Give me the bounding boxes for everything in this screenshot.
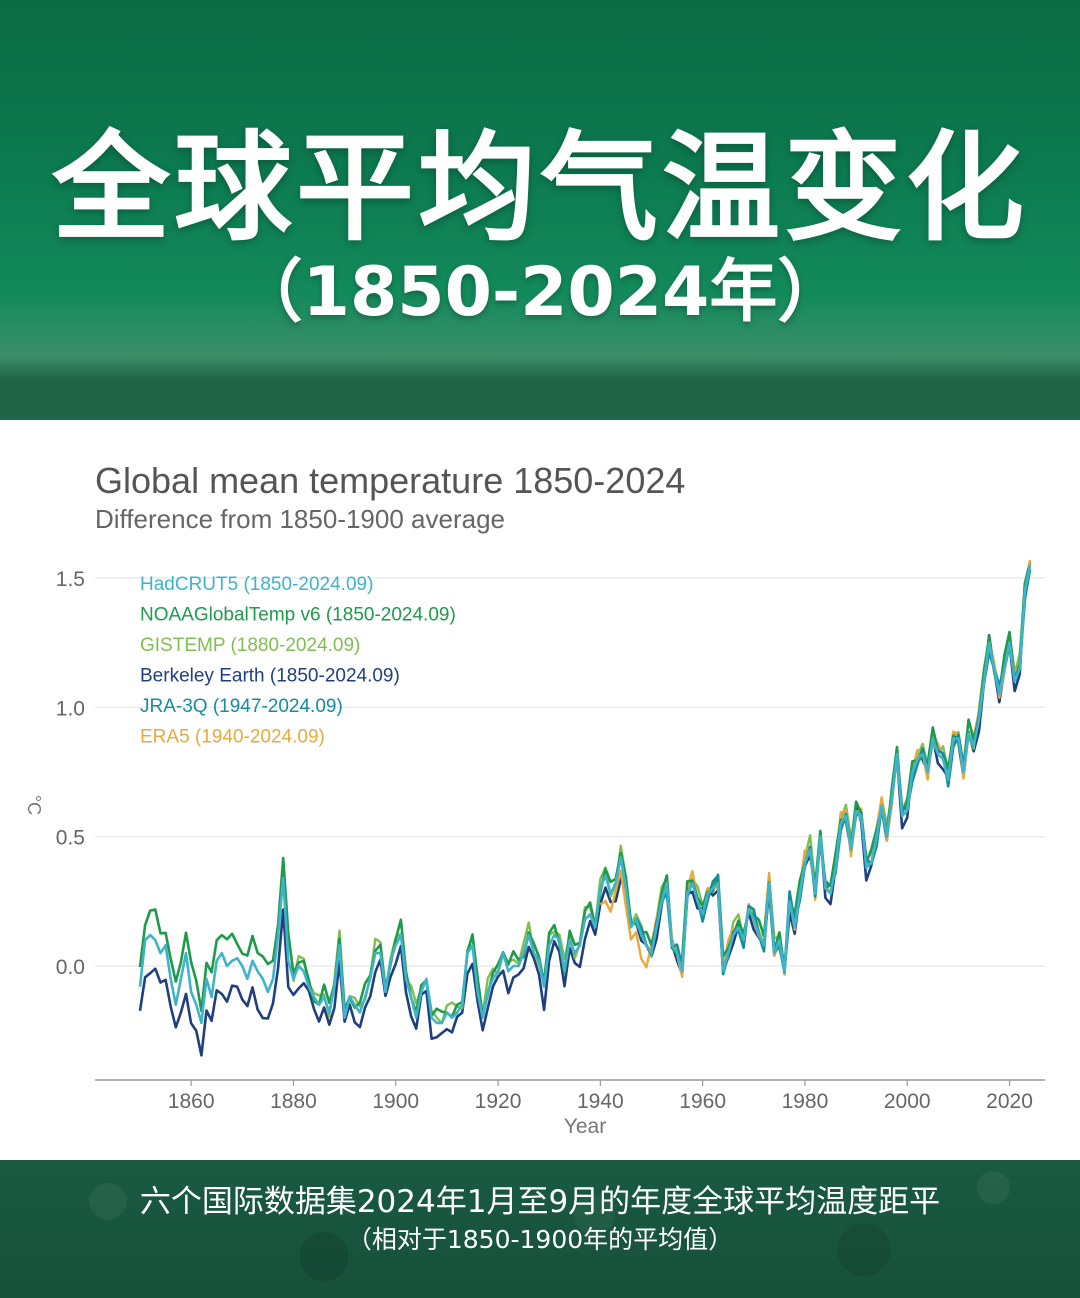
page-subtitle: （1850-2024年） — [234, 253, 846, 332]
legend-entry: HadCRUT5 (1850-2024.09) — [140, 574, 373, 595]
x-tick-label: 1940 — [577, 1090, 624, 1113]
x-tick-label: 1880 — [270, 1090, 317, 1113]
y-tick-label: 1.0 — [56, 697, 85, 720]
y-axis-label: °C — [24, 795, 44, 815]
x-tick-label: 1960 — [679, 1090, 726, 1113]
x-tick-label: 1980 — [782, 1090, 829, 1113]
series-line-noaaglobaltemp-v6 — [138, 564, 1032, 1018]
x-axis-label: Year — [564, 1115, 606, 1138]
legend-entry: GISTEMP (1880-2024.09) — [140, 635, 360, 656]
x-tick-label: 2020 — [986, 1090, 1033, 1113]
x-tick-label: 1900 — [372, 1090, 419, 1113]
x-tick-label: 1920 — [475, 1090, 522, 1113]
legend-entry: ERA5 (1940-2024.09) — [140, 727, 325, 748]
legend-entry: NOAAGlobalTemp v6 (1850-2024.09) — [140, 605, 456, 626]
y-tick-label: 0.0 — [56, 956, 85, 979]
footer-banner: 六个国际数据集2024年1月至9月的年度全球平均温度距平 （相对于1850-19… — [0, 1160, 1080, 1298]
series-line-jra-3q — [634, 569, 1032, 976]
legend-entry: Berkeley Earth (1850-2024.09) — [140, 666, 400, 687]
x-tick-label: 2000 — [884, 1090, 931, 1113]
header-banner: 全球平均气温变化 （1850-2024年） — [0, 0, 1080, 420]
horizon-band — [0, 355, 1080, 420]
chart-title: Global mean temperature 1850-2024 — [95, 460, 686, 501]
x-tick-label: 1860 — [168, 1090, 215, 1113]
footer-note: （相对于1850-1900年的平均值） — [346, 1225, 734, 1254]
series-line-era5 — [599, 559, 1032, 979]
chart-subtitle: Difference from 1850-1900 average — [95, 504, 505, 534]
series-line-hadcrut5 — [138, 564, 1032, 1025]
y-tick-label: 0.5 — [56, 827, 85, 850]
y-tick-label: 1.5 — [56, 568, 85, 591]
footer-texture — [0, 1160, 1080, 1298]
footer-caption: 六个国际数据集2024年1月至9月的年度全球平均温度距平 — [139, 1184, 941, 1220]
page-title: 全球平均气温变化 — [51, 119, 1028, 257]
legend-entry: JRA-3Q (1947-2024.09) — [140, 696, 343, 717]
